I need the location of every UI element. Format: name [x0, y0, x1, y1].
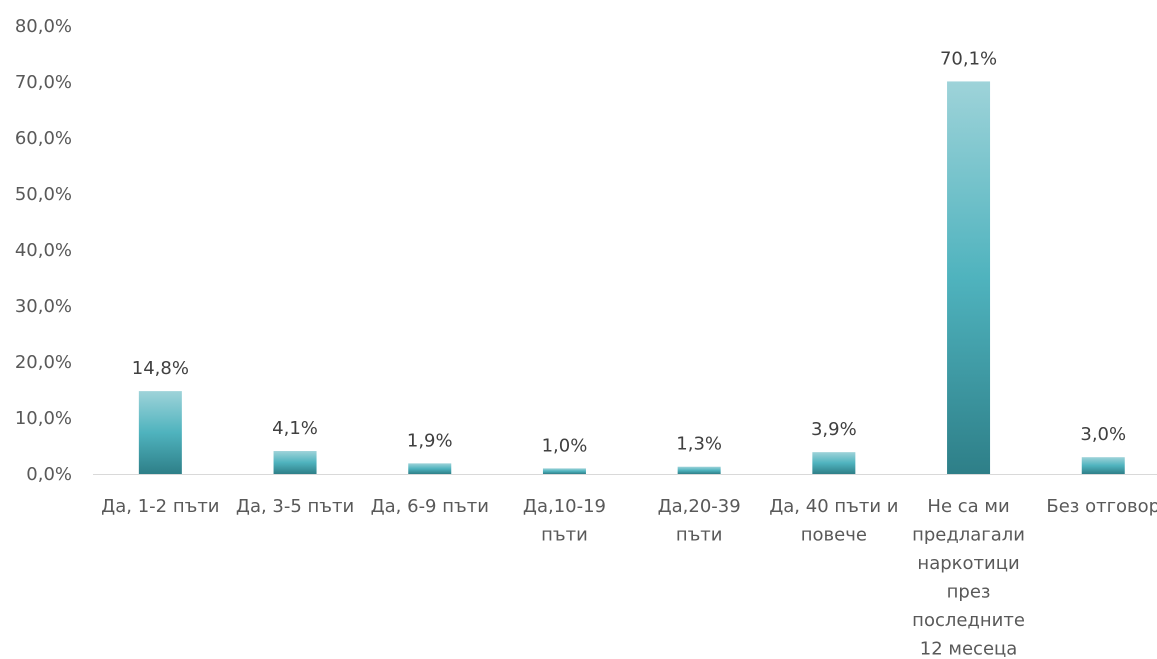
data-label: 1,9%	[407, 430, 453, 451]
x-tick-label: Да, 6-9 пъти	[371, 496, 489, 517]
x-axis-labels: Да, 1-2 пъти Да, 3-5 пъти Да, 6-9 пъти Да,1…	[101, 496, 1157, 659]
data-label: 14,8%	[132, 358, 189, 379]
bar	[138, 391, 182, 474]
y-tick-label: 20,0%	[15, 352, 72, 373]
bar	[542, 468, 586, 474]
y-tick-label: 60,0%	[15, 128, 72, 149]
bar	[273, 451, 317, 474]
data-label: 3,9%	[811, 419, 857, 440]
bar	[1081, 457, 1125, 474]
y-tick-label: 80,0%	[15, 16, 72, 37]
x-tick-label: Не са ми предлагали наркотици през последнит…	[912, 496, 1025, 659]
data-label: 1,3%	[676, 434, 722, 455]
x-tick-label: Да, 40 пъти и повече	[769, 496, 898, 546]
y-tick-label: 40,0%	[15, 240, 72, 261]
data-label: 4,1%	[272, 418, 318, 439]
data-label: 70,1%	[940, 48, 997, 69]
y-tick-label: 0,0%	[26, 464, 72, 485]
data-label: 3,0%	[1080, 424, 1126, 445]
data-labels: 14,8% 4,1% 1,9% 1,0% 1,3% 3,9% 70,1% 3,0%	[132, 48, 1126, 456]
x-tick-label: Да, 1-2 пъти	[101, 496, 219, 517]
x-tick-label: Да,10-19 пъти	[523, 496, 606, 546]
bars	[138, 81, 1125, 474]
bar	[677, 466, 721, 474]
bar	[408, 463, 452, 474]
data-label: 1,0%	[542, 435, 588, 456]
x-tick-label: Да, 3-5 пъти	[236, 496, 354, 517]
bar	[947, 81, 991, 474]
y-tick-label: 30,0%	[15, 296, 72, 317]
y-axis: 0,0% 10,0% 20,0% 30,0% 40,0% 50,0% 60,0% 70,0% 8…	[15, 16, 72, 485]
y-tick-label: 70,0%	[15, 72, 72, 93]
bar	[812, 452, 856, 474]
y-tick-label: 10,0%	[15, 408, 72, 429]
x-tick-label: Без отговор	[1046, 496, 1157, 517]
x-tick-label: Да,20-39 пъти	[658, 496, 741, 546]
y-tick-label: 50,0%	[15, 184, 72, 205]
